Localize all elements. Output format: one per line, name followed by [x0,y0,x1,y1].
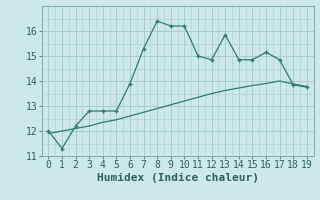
X-axis label: Humidex (Indice chaleur): Humidex (Indice chaleur) [97,173,259,183]
